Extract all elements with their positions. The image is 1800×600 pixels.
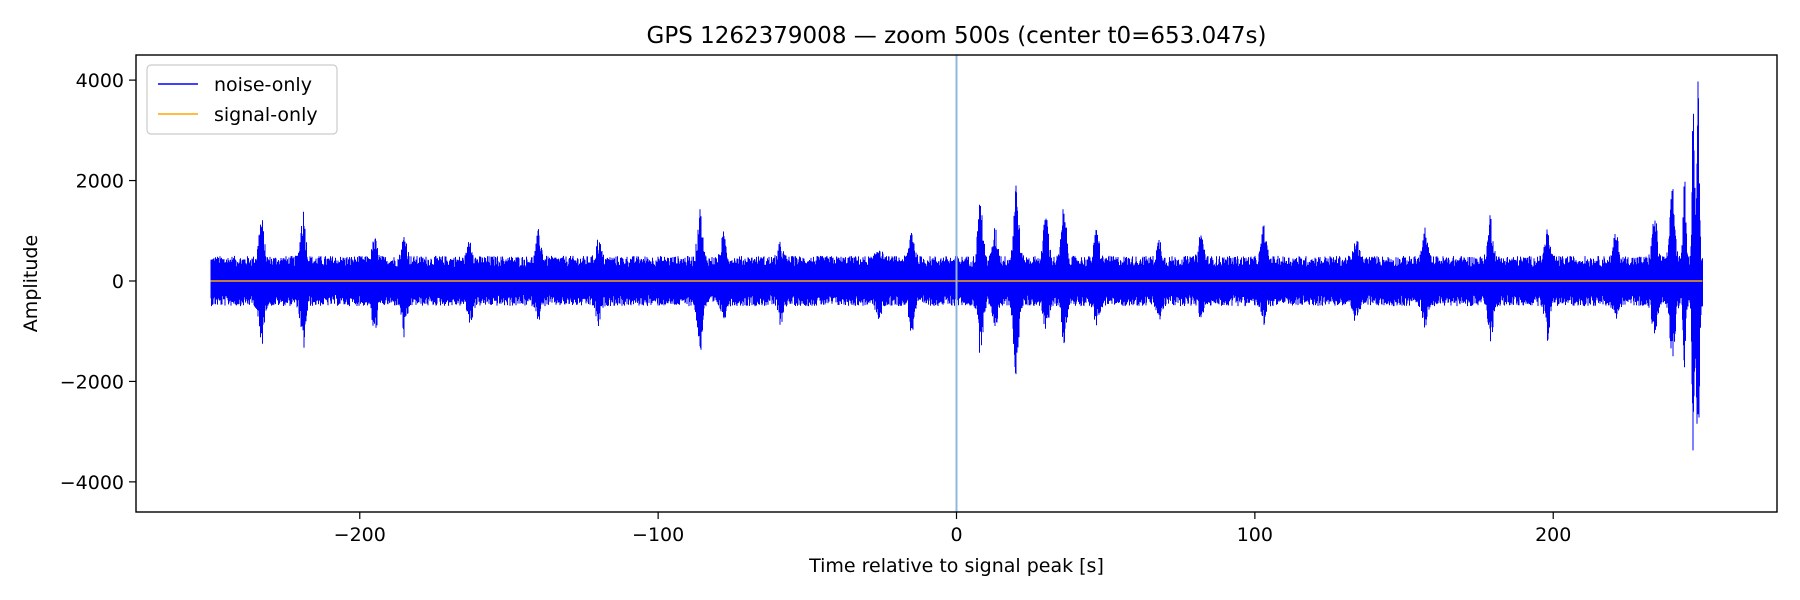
y-tick-label: −4000: [60, 472, 124, 494]
plot-area: [210, 55, 1703, 512]
x-tick-label: 100: [1237, 524, 1273, 546]
y-tick-label: 2000: [76, 171, 124, 193]
x-tick-label: 200: [1535, 524, 1571, 546]
legend-label-noise-only: noise-only: [214, 74, 312, 96]
legend-label-signal-only: signal-only: [214, 104, 318, 126]
x-tick-label: −100: [632, 524, 684, 546]
axes: −200 −100 0 100 200 −4000 −2000 0 2000 4000: [60, 54, 1778, 546]
y-tick-label: 4000: [76, 70, 124, 92]
x-tick-label: −200: [334, 524, 386, 546]
x-tick-label: 0: [950, 524, 962, 546]
y-axis-title: Amplitude: [20, 235, 42, 332]
chart-title: GPS 1262379008 — zoom 500s (center t0=65…: [647, 23, 1267, 49]
y-tick-label: 0: [112, 271, 124, 293]
legend-box: [146, 64, 338, 135]
x-axis-title: Time relative to signal peak [s]: [808, 555, 1104, 577]
legend: noise-only signal-only: [146, 64, 338, 135]
y-tick-label: −2000: [60, 371, 124, 393]
